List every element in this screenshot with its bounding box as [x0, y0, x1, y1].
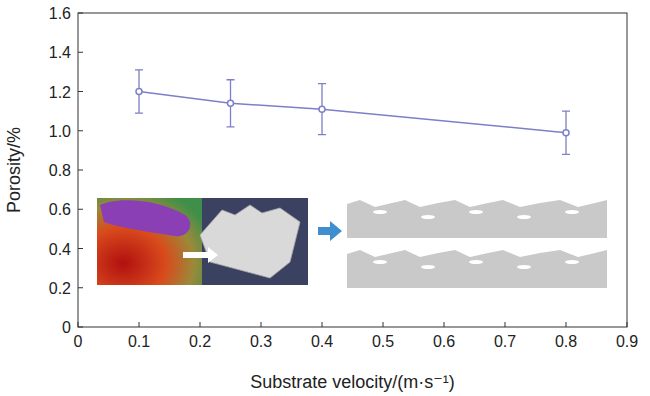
- inset-pore: [469, 210, 483, 214]
- series-line: [139, 92, 566, 133]
- y-tick: [78, 287, 83, 288]
- x-tick: [139, 322, 140, 327]
- error-bar: [318, 84, 326, 135]
- y-tick: [78, 130, 83, 131]
- inset-pore: [373, 260, 387, 264]
- chart: 0 0.1 0.2 0.3 0.4 0.5 0.6 0.7 0.8 0.9 0 0.2 0.4 0.6 0.…: [0, 0, 650, 396]
- inset-heatmap: [97, 198, 202, 285]
- x-tick-label: 0.6: [433, 333, 455, 350]
- y-tick-label: 0.6: [49, 201, 71, 218]
- y-tick: [78, 327, 83, 328]
- inset-deposit: [200, 205, 300, 278]
- x-tick-label: 0.9: [616, 333, 638, 350]
- inset-pore: [565, 210, 579, 214]
- x-tick: [261, 322, 262, 327]
- data-point: [228, 100, 234, 106]
- inset-arrow: [318, 221, 342, 241]
- inset-pore: [421, 265, 435, 269]
- inset-pore: [517, 265, 531, 269]
- inset-pore: [469, 260, 483, 264]
- x-tick: [505, 322, 506, 327]
- inset-pore: [421, 215, 435, 219]
- x-tick-label: 0.1: [128, 333, 150, 350]
- x-tick: [78, 322, 79, 327]
- y-tick-label: 0.8: [49, 162, 71, 179]
- inset-pore: [373, 210, 387, 214]
- data-point: [136, 89, 142, 95]
- y-tick: [78, 91, 83, 92]
- inset-pore: [517, 215, 531, 219]
- y-tick-label: 1.0: [49, 123, 71, 140]
- x-tick-label: 0.2: [189, 333, 211, 350]
- x-tick-label: 0.4: [311, 333, 333, 350]
- inset-section: [347, 200, 607, 238]
- error-bar: [562, 111, 570, 154]
- plot-frame: [78, 13, 627, 327]
- y-tick-label: 1.6: [49, 5, 71, 22]
- x-tick: [200, 322, 201, 327]
- x-axis-label: Substrate velocity/(m·s⁻¹): [250, 372, 455, 392]
- inset-section: [347, 250, 607, 288]
- y-tick-label: 0.2: [49, 280, 71, 297]
- x-tick-label: 0.5: [372, 333, 394, 350]
- inset-illustration: [97, 198, 607, 288]
- y-tick: [78, 170, 83, 171]
- x-tick-label: 0: [74, 333, 83, 350]
- y-tick: [78, 52, 83, 53]
- x-tick: [566, 322, 567, 327]
- data-point: [319, 106, 325, 112]
- y-tick-label: 1.2: [49, 84, 71, 101]
- y-axis-label: Porosity/%: [4, 127, 24, 213]
- y-tick: [78, 209, 83, 210]
- data-point: [563, 130, 569, 136]
- y-tick: [78, 13, 83, 14]
- y-tick-label: 0.4: [49, 241, 71, 258]
- inset-melt-pool: [100, 200, 190, 236]
- error-bar: [227, 80, 235, 127]
- inset-arrow: [183, 247, 218, 263]
- x-tick-label: 0.3: [250, 333, 272, 350]
- inset-panel: [97, 198, 308, 285]
- x-tick: [627, 322, 628, 327]
- y-tick-label: 1.4: [49, 44, 71, 61]
- x-tick: [444, 322, 445, 327]
- error-bar: [135, 70, 143, 113]
- data-group: [135, 70, 570, 154]
- axes: 0 0.1 0.2 0.3 0.4 0.5 0.6 0.7 0.8 0.9 0 0.2 0.4 0.6 0.…: [49, 5, 638, 350]
- inset-pore: [565, 260, 579, 264]
- x-tick: [322, 322, 323, 327]
- x-tick-label: 0.7: [494, 333, 516, 350]
- x-tick-label: 0.8: [555, 333, 577, 350]
- y-tick-label: 0: [62, 319, 71, 336]
- x-tick: [383, 322, 384, 327]
- y-tick: [78, 248, 83, 249]
